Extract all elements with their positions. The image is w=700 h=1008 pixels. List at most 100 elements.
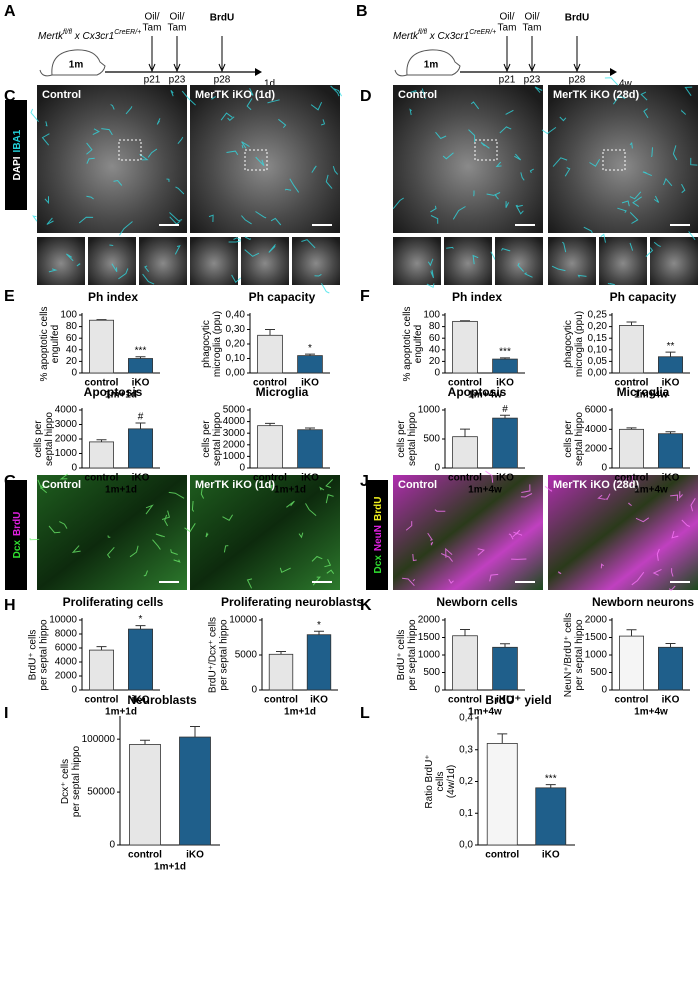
chart-title: Ph index [452,290,502,304]
x-sub-label: 1m+1d [274,485,306,496]
x-tick-label: iKO [186,850,204,861]
micrograph-texture [645,231,696,257]
age: 1m [69,60,84,71]
significance: *** [135,345,147,356]
genotype-part: Cx3cr1 [83,31,115,42]
bar [492,417,518,469]
y-tick-label: 80 [429,321,441,332]
bar [89,649,114,691]
y-tick-label: 40 [66,344,78,355]
y-tick-label: 60 [66,333,78,344]
error-bar [276,651,286,655]
y-axis-label: per septal hippo [39,619,50,691]
y-axis-label: engulfed [413,325,424,363]
error-bar [665,351,676,357]
y-tick-label: 4000 [55,405,78,416]
x-tick-label: iKO [496,695,514,706]
error-bar [305,353,315,356]
panel-letter: I [4,705,8,722]
x-tick-label: control [448,378,482,389]
x-tick-label: control [128,850,162,861]
bar [452,436,478,469]
stain-name: BrdU [373,497,384,521]
x-sub-label: 1m+4w [634,485,668,496]
y-tick-label: 0,10 [588,344,608,355]
y-tick-label: 0,3 [459,744,473,755]
x-tick-label: control [448,695,482,706]
stain-name: DAPI [12,156,23,180]
y-tick-label: 1000 [418,650,441,661]
bar [297,429,323,469]
micrograph [190,475,340,590]
y-tick-label: 0,00 [226,368,246,379]
y-tick-label: 5000 [223,405,246,416]
y-tick-label: 10000 [229,615,257,626]
y-tick-label: 2000 [55,434,78,445]
y-axis-label: phagocytic [563,320,574,368]
error-bar [135,422,146,429]
y-tick-label: 100 [423,310,440,321]
bar [128,358,153,374]
chart-title: Neuroblasts [127,693,197,707]
x-sub-label: 1m+1d [105,485,137,496]
y-tick-label: 0 [434,463,440,474]
y-axis-label: cells [435,771,446,791]
y-tick-label: 0,15 [588,333,608,344]
y-tick-label: 1000 [585,650,608,661]
y-axis-label: septal hippo [574,412,585,466]
y-tick-label: 0 [71,463,77,474]
error-bar [460,428,470,437]
chart-title: Microglia [256,385,309,399]
y-tick-label: 8000 [55,629,78,640]
x-tick-label: iKO [542,850,560,861]
y-axis-label: NeuN⁺/BrdU⁺ cells [563,613,574,697]
event-label: Oil/ [145,12,160,23]
error-bar [665,642,676,648]
chart-title: Microglia [617,385,670,399]
y-tick-label: 0,4 [459,713,473,724]
y-axis-label: BrdU⁺/Dcx⁺ cells [208,617,219,693]
chart-title: Proliferating neuroblasts [221,595,363,609]
y-axis-label: BrdU⁺ cells [396,630,407,681]
y-tick-label: 0 [601,685,607,696]
error-bar [665,431,676,434]
event-day: p23 [524,75,541,86]
mouse-icon [394,49,461,77]
stain-label: DAPI IBA1 [12,129,23,180]
y-axis-label: per septal hippo [219,619,230,691]
bar [297,355,323,374]
y-tick-label: 500 [590,667,607,678]
y-tick-label: 2000 [585,443,608,454]
bar [268,653,294,691]
bar [89,319,114,374]
x-tick-label: iKO [662,473,680,484]
y-tick-label: 6000 [585,405,608,416]
error-bar [305,427,315,430]
y-axis-label: microglia (ppu) [212,311,223,377]
event-day: p28 [569,75,586,86]
micrograph-texture [392,86,543,224]
error-bar [265,422,275,426]
event-label: BrdU [565,13,589,24]
bar [89,441,114,469]
x-sub-label: 1m+1d [154,862,186,873]
error-bar [190,725,200,738]
micrograph [190,85,340,233]
panel-letter: L [360,705,370,722]
inset-box [474,139,498,161]
stain-name: NeuN [373,525,384,551]
error-bar [500,357,510,360]
y-axis-label: septal hippo [212,412,223,466]
significance: * [308,343,312,354]
y-tick-label: 0 [109,840,115,851]
micrograph-texture [29,473,185,577]
stain-label-box [5,480,27,590]
micrograph [393,85,543,233]
error-bar [626,629,637,637]
y-tick-label: 50000 [87,787,115,798]
y-axis-label: Dcx⁺ cells [60,759,71,804]
y-tick-label: 0 [239,463,245,474]
y-axis-label: BrdU⁺ cells [28,630,39,681]
panel-letter: H [4,597,16,614]
micrograph-texture [541,77,698,234]
